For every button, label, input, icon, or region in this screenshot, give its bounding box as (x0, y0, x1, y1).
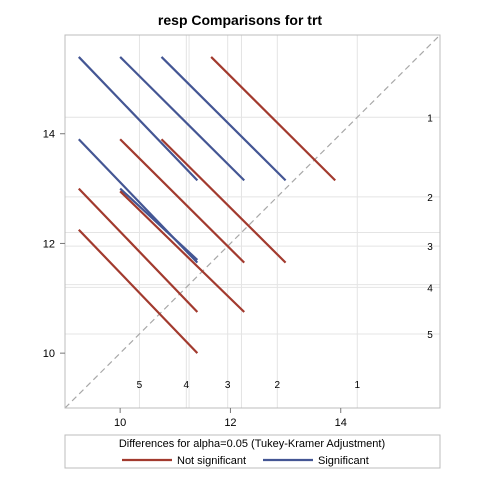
not-significant-difference-line (210, 56, 336, 182)
not-significant-difference-line (77, 228, 199, 354)
treatment-label-right: 1 (427, 113, 433, 124)
x-tick-label: 10 (114, 417, 126, 429)
plot-frame (64, 34, 441, 409)
significant-difference-line (119, 187, 199, 261)
chart-title: resp Comparisons for trt (158, 12, 322, 28)
treatment-label-right: 3 (427, 242, 433, 253)
legend-label-significant: Significant (318, 455, 369, 467)
not-significant-difference-line (119, 190, 245, 313)
x-tick-label: 14 (335, 417, 347, 429)
reference-lines (65, 35, 440, 408)
not-significant-difference-line (119, 138, 246, 264)
comparison-segments (77, 56, 336, 354)
not-significant-difference-line (77, 187, 199, 313)
significant-difference-line (77, 56, 199, 182)
legend-label-not-significant: Not significant (177, 455, 246, 467)
treatment-label-bottom: 4 (184, 380, 190, 391)
treatment-level-labels: 5 5 4 4 3 3 2 2 1 1 (137, 113, 434, 391)
x-axis: 10 12 14 (114, 408, 347, 429)
significant-difference-line (119, 56, 246, 182)
significant-difference-line (160, 56, 287, 182)
not-significant-difference-line (160, 138, 287, 264)
treatment-label-right: 4 (427, 283, 433, 294)
x-tick-label: 12 (224, 417, 236, 429)
treatment-label-bottom: 2 (275, 380, 281, 391)
y-tick-label: 10 (43, 348, 55, 360)
legend-title: Differences for alpha=0.05 (Tukey-Kramer… (119, 438, 385, 450)
y-tick-label: 12 (43, 238, 55, 250)
treatment-label-bottom: 1 (354, 380, 360, 391)
treatment-label-right: 5 (427, 330, 433, 341)
y-tick-label: 14 (43, 129, 55, 141)
legend: Differences for alpha=0.05 (Tukey-Kramer… (64, 434, 441, 469)
treatment-label-right: 2 (427, 193, 433, 204)
treatment-label-bottom: 5 (137, 380, 143, 391)
diagonal-reference-line (64, 34, 441, 409)
legend-box (64, 434, 441, 469)
y-axis: 10 12 14 (43, 129, 65, 360)
treatment-label-bottom: 3 (225, 380, 231, 391)
